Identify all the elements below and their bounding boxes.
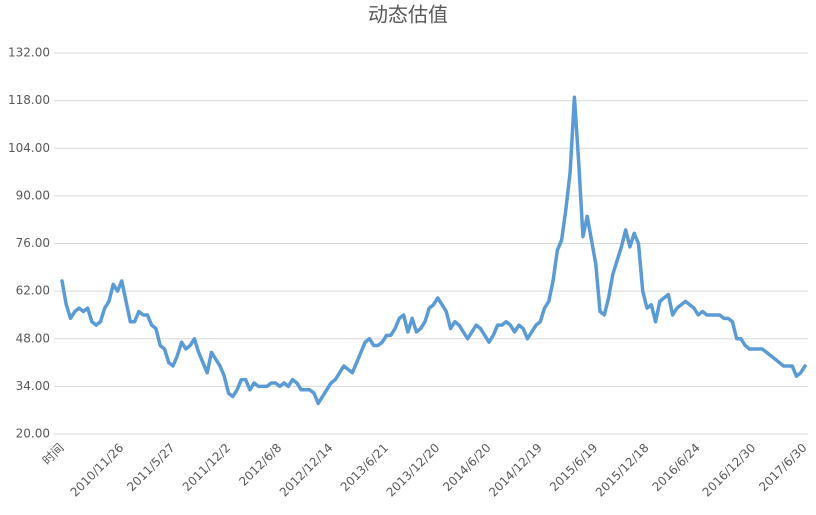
y-tick-label: 20.00 (16, 427, 50, 441)
y-tick-label: 62.00 (16, 284, 50, 298)
y-tick-label: 48.00 (16, 331, 50, 345)
x-tick-label: 2016/12/30 (700, 441, 759, 500)
x-tick-label: 2016/6/24 (649, 441, 702, 494)
y-tick-label: 118.00 (8, 93, 50, 107)
x-tick-label: 2013/12/20 (384, 441, 443, 500)
chart-title: 动态估值 (368, 3, 448, 27)
x-tick-label: 2017/6/30 (756, 441, 809, 494)
x-tick-label: 2015/6/19 (547, 441, 600, 494)
line-series (60, 95, 807, 406)
x-tick-label: 2015/12/18 (593, 441, 652, 500)
x-tick-label: 2013/6/21 (338, 441, 391, 494)
x-tick-label: 2014/12/19 (486, 441, 545, 500)
y-tick-label: 132.00 (8, 46, 50, 60)
x-tick-label: 2010/11/26 (68, 441, 127, 500)
y-tick-label: 104.00 (8, 141, 50, 155)
y-tick-label: 34.00 (16, 379, 50, 393)
x-tick-label: 2012/12/14 (277, 441, 336, 500)
y-tick-label: 90.00 (16, 188, 50, 202)
x-tick-label: 2012/6/8 (236, 441, 284, 489)
y-tick-label: 76.00 (16, 236, 50, 250)
x-tick-label: 2011/5/27 (124, 441, 177, 494)
x-tick-label: 时间 (40, 441, 67, 468)
x-tick-label: 2011/12/2 (180, 441, 233, 494)
x-tick-label: 2014/6/20 (440, 441, 493, 494)
